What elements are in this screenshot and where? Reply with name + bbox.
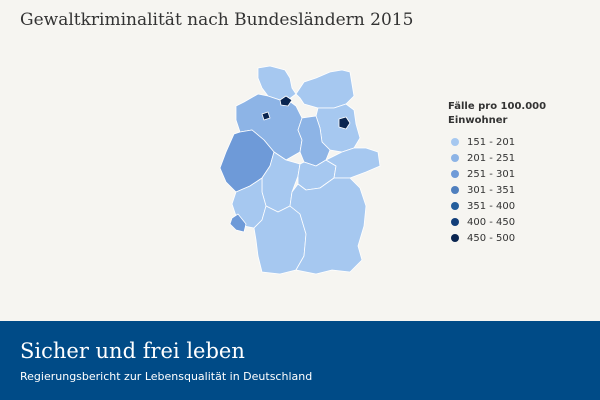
legend-label: 351 - 400 [467, 200, 516, 212]
legend-label: 450 - 500 [467, 232, 516, 244]
legend-label: 301 - 351 [467, 184, 516, 196]
legend-swatch [451, 170, 459, 178]
page-title: Gewaltkriminalität nach Bundesländern 20… [20, 10, 414, 30]
legend-item: 351 - 400 [448, 198, 548, 214]
region-mecklenburg-vorpommern[interactable] [295, 69, 355, 109]
legend-label: 201 - 251 [467, 152, 516, 164]
region-sachsen[interactable] [325, 147, 381, 179]
region-bayern[interactable] [289, 177, 367, 275]
region-bremen[interactable] [261, 111, 271, 121]
region-schleswig-holstein[interactable] [257, 65, 297, 101]
legend-item: 201 - 251 [448, 150, 548, 166]
legend-label: 400 - 450 [467, 216, 516, 228]
legend-item: 450 - 500 [448, 230, 548, 246]
region-hamburg[interactable] [279, 95, 293, 107]
footer-banner: Sicher und frei leben Regierungsbericht … [0, 321, 600, 400]
footer-subtitle: Regierungsbericht zur Lebensqualität in … [20, 370, 313, 383]
legend-swatch [451, 218, 459, 226]
legend: Fälle pro 100.000 Einwohner 151 - 201 20… [448, 100, 548, 246]
legend-swatch [451, 234, 459, 242]
region-berlin[interactable] [338, 116, 351, 130]
legend-item: 251 - 301 [448, 166, 548, 182]
germany-map [219, 65, 381, 275]
legend-item: 151 - 201 [448, 134, 548, 150]
legend-swatch [451, 186, 459, 194]
legend-item: 400 - 450 [448, 214, 548, 230]
legend-title: Fälle pro 100.000 Einwohner [448, 101, 547, 126]
region-saarland[interactable] [229, 213, 247, 233]
legend-swatch [451, 202, 459, 210]
footer-title: Sicher und frei leben [20, 339, 245, 363]
legend-item: 301 - 351 [448, 182, 548, 198]
legend-label: 251 - 301 [467, 168, 516, 180]
legend-label: 151 - 201 [467, 136, 516, 148]
legend-swatch [451, 154, 459, 162]
legend-swatch [451, 138, 459, 146]
